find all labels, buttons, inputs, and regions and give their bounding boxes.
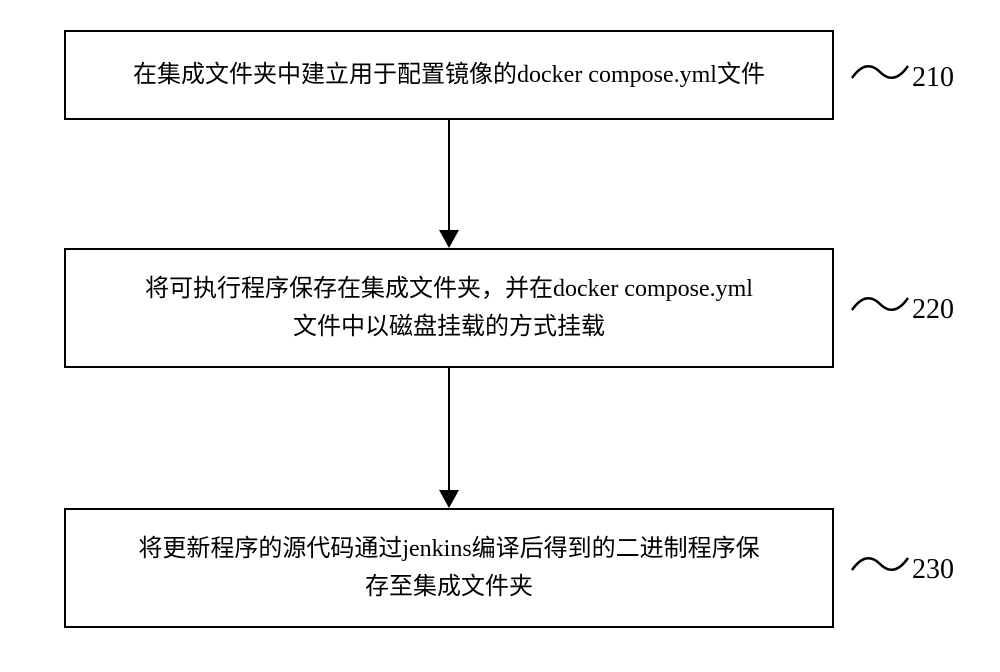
connector-tilde <box>850 284 910 329</box>
flow-box-step-220: 将可执行程序保存在集成文件夹，并在docker compose.yml 文件中以… <box>64 248 834 368</box>
flowchart-container: 在集成文件夹中建立用于配置镜像的docker compose.yml文件 210 将… <box>0 0 1000 672</box>
connector-tilde <box>850 52 910 97</box>
step-label-210: 210 <box>912 62 954 94</box>
flow-arrow-2 <box>429 368 469 508</box>
flow-arrow-1 <box>429 120 469 248</box>
flow-box-text: 将可执行程序保存在集成文件夹，并在docker compose.yml 文件中以… <box>145 270 753 347</box>
step-label-230: 230 <box>912 554 954 586</box>
step-label-220: 220 <box>912 294 954 326</box>
connector-tilde <box>850 544 910 589</box>
flow-box-text: 在集成文件夹中建立用于配置镜像的docker compose.yml文件 <box>133 56 765 94</box>
flow-box-step-230: 将更新程序的源代码通过jenkins编译后得到的二进制程序保 存至集成文件夹 <box>64 508 834 628</box>
flow-box-step-210: 在集成文件夹中建立用于配置镜像的docker compose.yml文件 <box>64 30 834 120</box>
flow-box-text: 将更新程序的源代码通过jenkins编译后得到的二进制程序保 存至集成文件夹 <box>138 530 759 607</box>
